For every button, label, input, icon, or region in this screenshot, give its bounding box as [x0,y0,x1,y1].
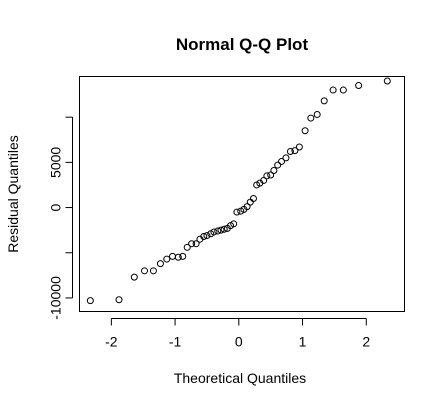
qq-point [355,82,363,90]
qq-point [270,167,278,174]
qq-point [141,267,148,275]
x-tick-label: 2 [362,334,370,350]
qq-point [307,114,315,122]
qq-point [383,77,391,85]
qq-point [192,240,200,248]
qq-point [291,147,299,155]
qq-point [301,127,309,135]
qq-point [130,273,138,281]
qq-point [329,86,337,94]
qq-point [179,252,187,260]
qq-point [220,225,228,233]
qq-point [210,228,218,236]
qq-point [339,86,347,94]
x-axis-title: Theoretical Quantiles [174,370,306,386]
x-tick-label: 1 [299,334,307,350]
qq-point [203,232,211,240]
qq-point [214,227,222,235]
qq-point [183,243,191,251]
qq-point [274,161,282,169]
qq-point [260,176,268,184]
y-tick-label: -10000 [48,276,64,320]
x-tick-label: 0 [235,334,243,350]
qq-point [243,203,251,211]
qq-point [230,220,238,228]
qq-point [233,208,241,216]
qq-point [278,157,286,165]
qq-point [163,255,171,263]
qq-point [267,171,275,179]
qq-point [86,297,94,305]
qq-point [188,240,196,248]
qq-point [174,253,182,261]
plot-area-frame [79,76,405,312]
qq-point [217,226,225,234]
qq-point [249,195,257,203]
qq-point [320,97,328,105]
qq-point [246,198,254,206]
qq-point [169,252,177,260]
qq-point [156,260,164,268]
qq-point [200,232,208,240]
x-tick-label: -2 [105,334,118,350]
qq-point [286,148,294,156]
y-axis-title: Residual Quantiles [5,135,21,253]
x-tick-label: -1 [169,334,182,350]
qq-point [149,267,157,275]
x-axis: -2 -1 0 1 2 [105,318,370,350]
plot-title: Normal Q-Q Plot [176,35,309,54]
qq-point [115,296,123,304]
y-tick-label: 5000 [48,147,64,178]
y-axis: -10000 0 5000 [48,116,73,320]
qq-point [282,154,290,162]
qq-point [295,143,303,151]
qq-point [263,172,271,180]
y-tick-label: 0 [48,203,64,211]
data-points [86,77,391,305]
qq-point [313,110,321,118]
